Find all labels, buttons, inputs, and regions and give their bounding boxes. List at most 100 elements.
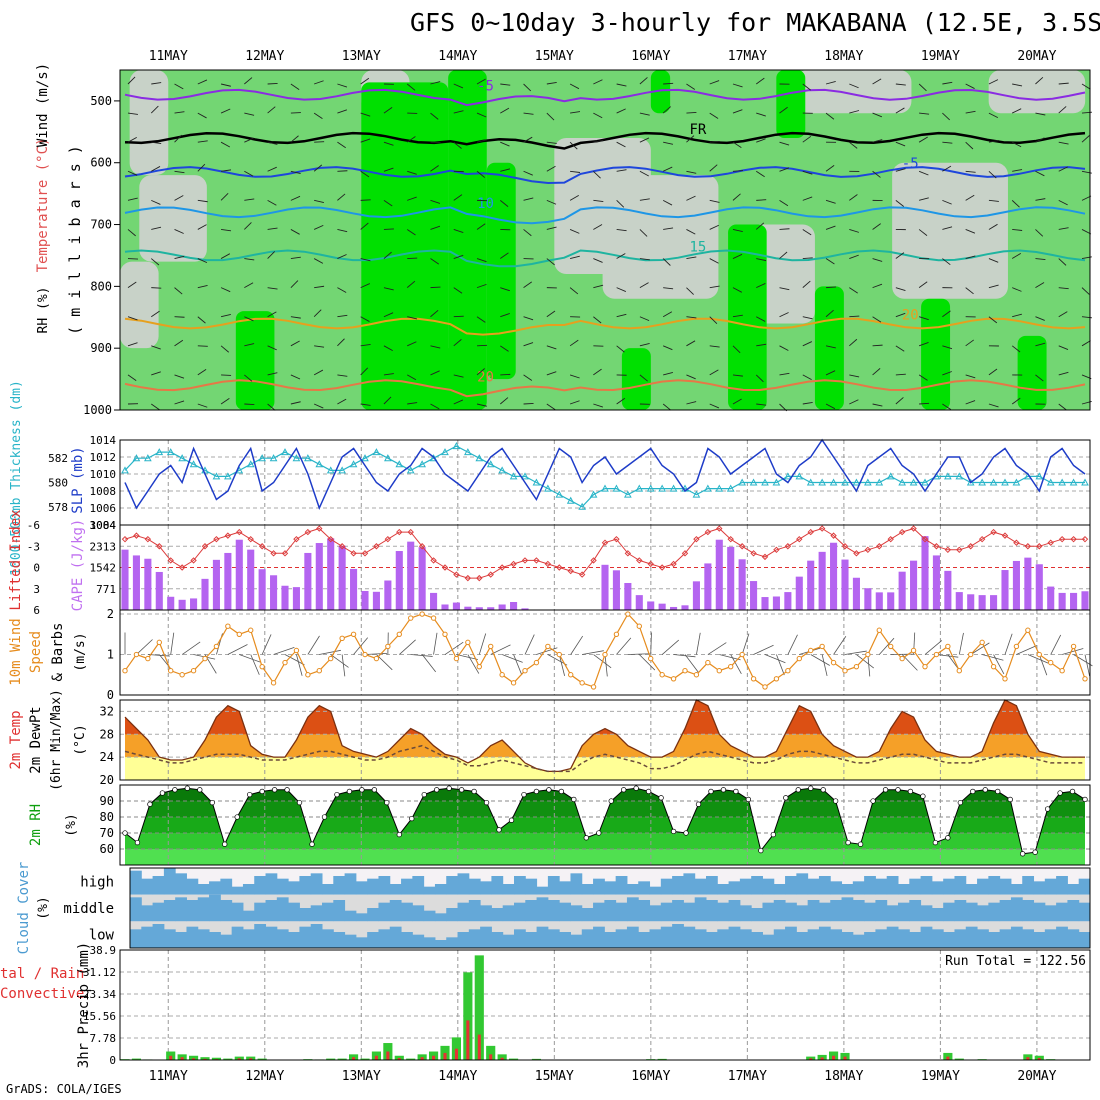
- li-marker: [293, 535, 300, 543]
- wind-speed-marker: [990, 663, 997, 670]
- wind-barb: [151, 287, 162, 289]
- wind-barb: [151, 82, 162, 85]
- cloud-cell: [276, 878, 289, 895]
- wind-barb: [639, 258, 650, 261]
- wind-barb: [341, 654, 346, 677]
- moist-region: [361, 82, 449, 410]
- wind-barb: [709, 403, 720, 409]
- wind-barb: [290, 229, 300, 235]
- panel-frame: [119, 69, 1091, 411]
- wind-barb: [197, 403, 208, 408]
- run-total-annotation: Run Total = 122.56: [945, 954, 1086, 969]
- cloud-label: Cloud Cover: [16, 862, 32, 955]
- wind-barb: [1084, 654, 1090, 677]
- wind-speed-marker: [133, 651, 140, 658]
- wind-barb: [639, 112, 650, 116]
- cloud-cell: [785, 876, 797, 895]
- y-tick-label: 7.78: [90, 1032, 117, 1045]
- wind-speed-marker: [453, 655, 460, 662]
- cloud-cell: [559, 932, 571, 948]
- cloud-cell: [660, 902, 673, 922]
- wind-barb: [290, 170, 301, 174]
- wind-speed-marker: [876, 627, 882, 633]
- thickness-marker: [886, 472, 895, 480]
- thickness-marker: [726, 484, 735, 492]
- wind-barb: [546, 310, 556, 318]
- cloud-cell: [672, 924, 684, 948]
- wind-speed-marker: [499, 672, 505, 678]
- dewpoint-line: [124, 744, 1085, 773]
- wind-barb: [244, 403, 255, 405]
- cloud-cell: [1067, 884, 1080, 895]
- convective-bar: [832, 1055, 836, 1060]
- temp-cool-band: [125, 757, 1085, 780]
- cloud-cell: [796, 873, 809, 895]
- bottom-day-label: 17MAY: [728, 1069, 767, 1084]
- wind-speed-marker: [888, 643, 894, 650]
- slp-tick-label: 1008: [90, 485, 117, 498]
- wind-barb: [732, 314, 743, 318]
- li-marker: [236, 528, 243, 536]
- cloud-cell: [1056, 926, 1068, 948]
- rh-marker: [1020, 851, 1026, 857]
- wind-barb: [127, 374, 137, 382]
- wind-speed-marker: [350, 631, 357, 637]
- wind-speed-marker: [282, 659, 288, 666]
- cape-bar: [864, 588, 872, 610]
- wind-barb: [988, 403, 999, 408]
- wind-speed-marker: [362, 651, 368, 658]
- temp-line: [124, 699, 1085, 773]
- wind-barb: [1081, 340, 1091, 347]
- wind-speed-marker: [270, 680, 277, 686]
- wind-barb: [453, 229, 464, 233]
- cloud-cell: [152, 924, 165, 948]
- thickness-marker: [955, 472, 964, 480]
- cape-bar: [361, 590, 369, 610]
- cape-bar: [464, 606, 472, 610]
- wind-barb: [536, 647, 558, 655]
- wind-barb: [709, 345, 720, 348]
- cloud-cell: [807, 929, 820, 948]
- thickness-tick-label: 578: [48, 501, 68, 514]
- wind-barb: [127, 197, 138, 201]
- wind-barb: [779, 228, 790, 230]
- cloud-cell: [931, 908, 944, 922]
- wind-barb: [965, 194, 975, 201]
- li-marker: [1070, 535, 1077, 543]
- cape-bar: [738, 559, 746, 610]
- cape-bar: [121, 549, 129, 610]
- wind-barb: [662, 403, 672, 411]
- wind-barb: [430, 345, 441, 349]
- wind-barb: [407, 316, 418, 320]
- rh-marker: [770, 831, 776, 838]
- wind-barb: [1035, 137, 1045, 143]
- wind-barb: [627, 653, 650, 655]
- cloud-cell: [672, 900, 684, 922]
- wind-barb: [1011, 253, 1021, 259]
- li-marker: [990, 528, 997, 536]
- isotherm-line: [124, 88, 1086, 107]
- wind-speed-marker: [430, 615, 437, 621]
- wind-barb: [709, 112, 719, 119]
- rh-marker: [446, 785, 452, 791]
- wind-barb: [918, 229, 928, 236]
- li-marker: [121, 535, 129, 543]
- wind-barb: [593, 368, 602, 376]
- wind-barb: [686, 229, 696, 235]
- wind-barb: [267, 166, 277, 172]
- temp-label-b: 2m DewPt: [28, 706, 44, 773]
- cloud-cell: [570, 905, 583, 922]
- wind-barb: [569, 83, 580, 90]
- precip-bar: [497, 1054, 507, 1060]
- li-marker: [556, 564, 563, 571]
- wind-speed-marker: [659, 672, 665, 678]
- wind-barb: [406, 280, 416, 288]
- rh-band: [125, 849, 1085, 865]
- wind-speed-marker: [1082, 676, 1088, 682]
- rh-marker: [882, 787, 889, 793]
- wind-barb: [825, 345, 836, 349]
- thickness-marker: [669, 484, 678, 492]
- rh-marker: [633, 785, 639, 791]
- y-tick-label: 28: [100, 727, 114, 741]
- rh-marker: [895, 787, 901, 793]
